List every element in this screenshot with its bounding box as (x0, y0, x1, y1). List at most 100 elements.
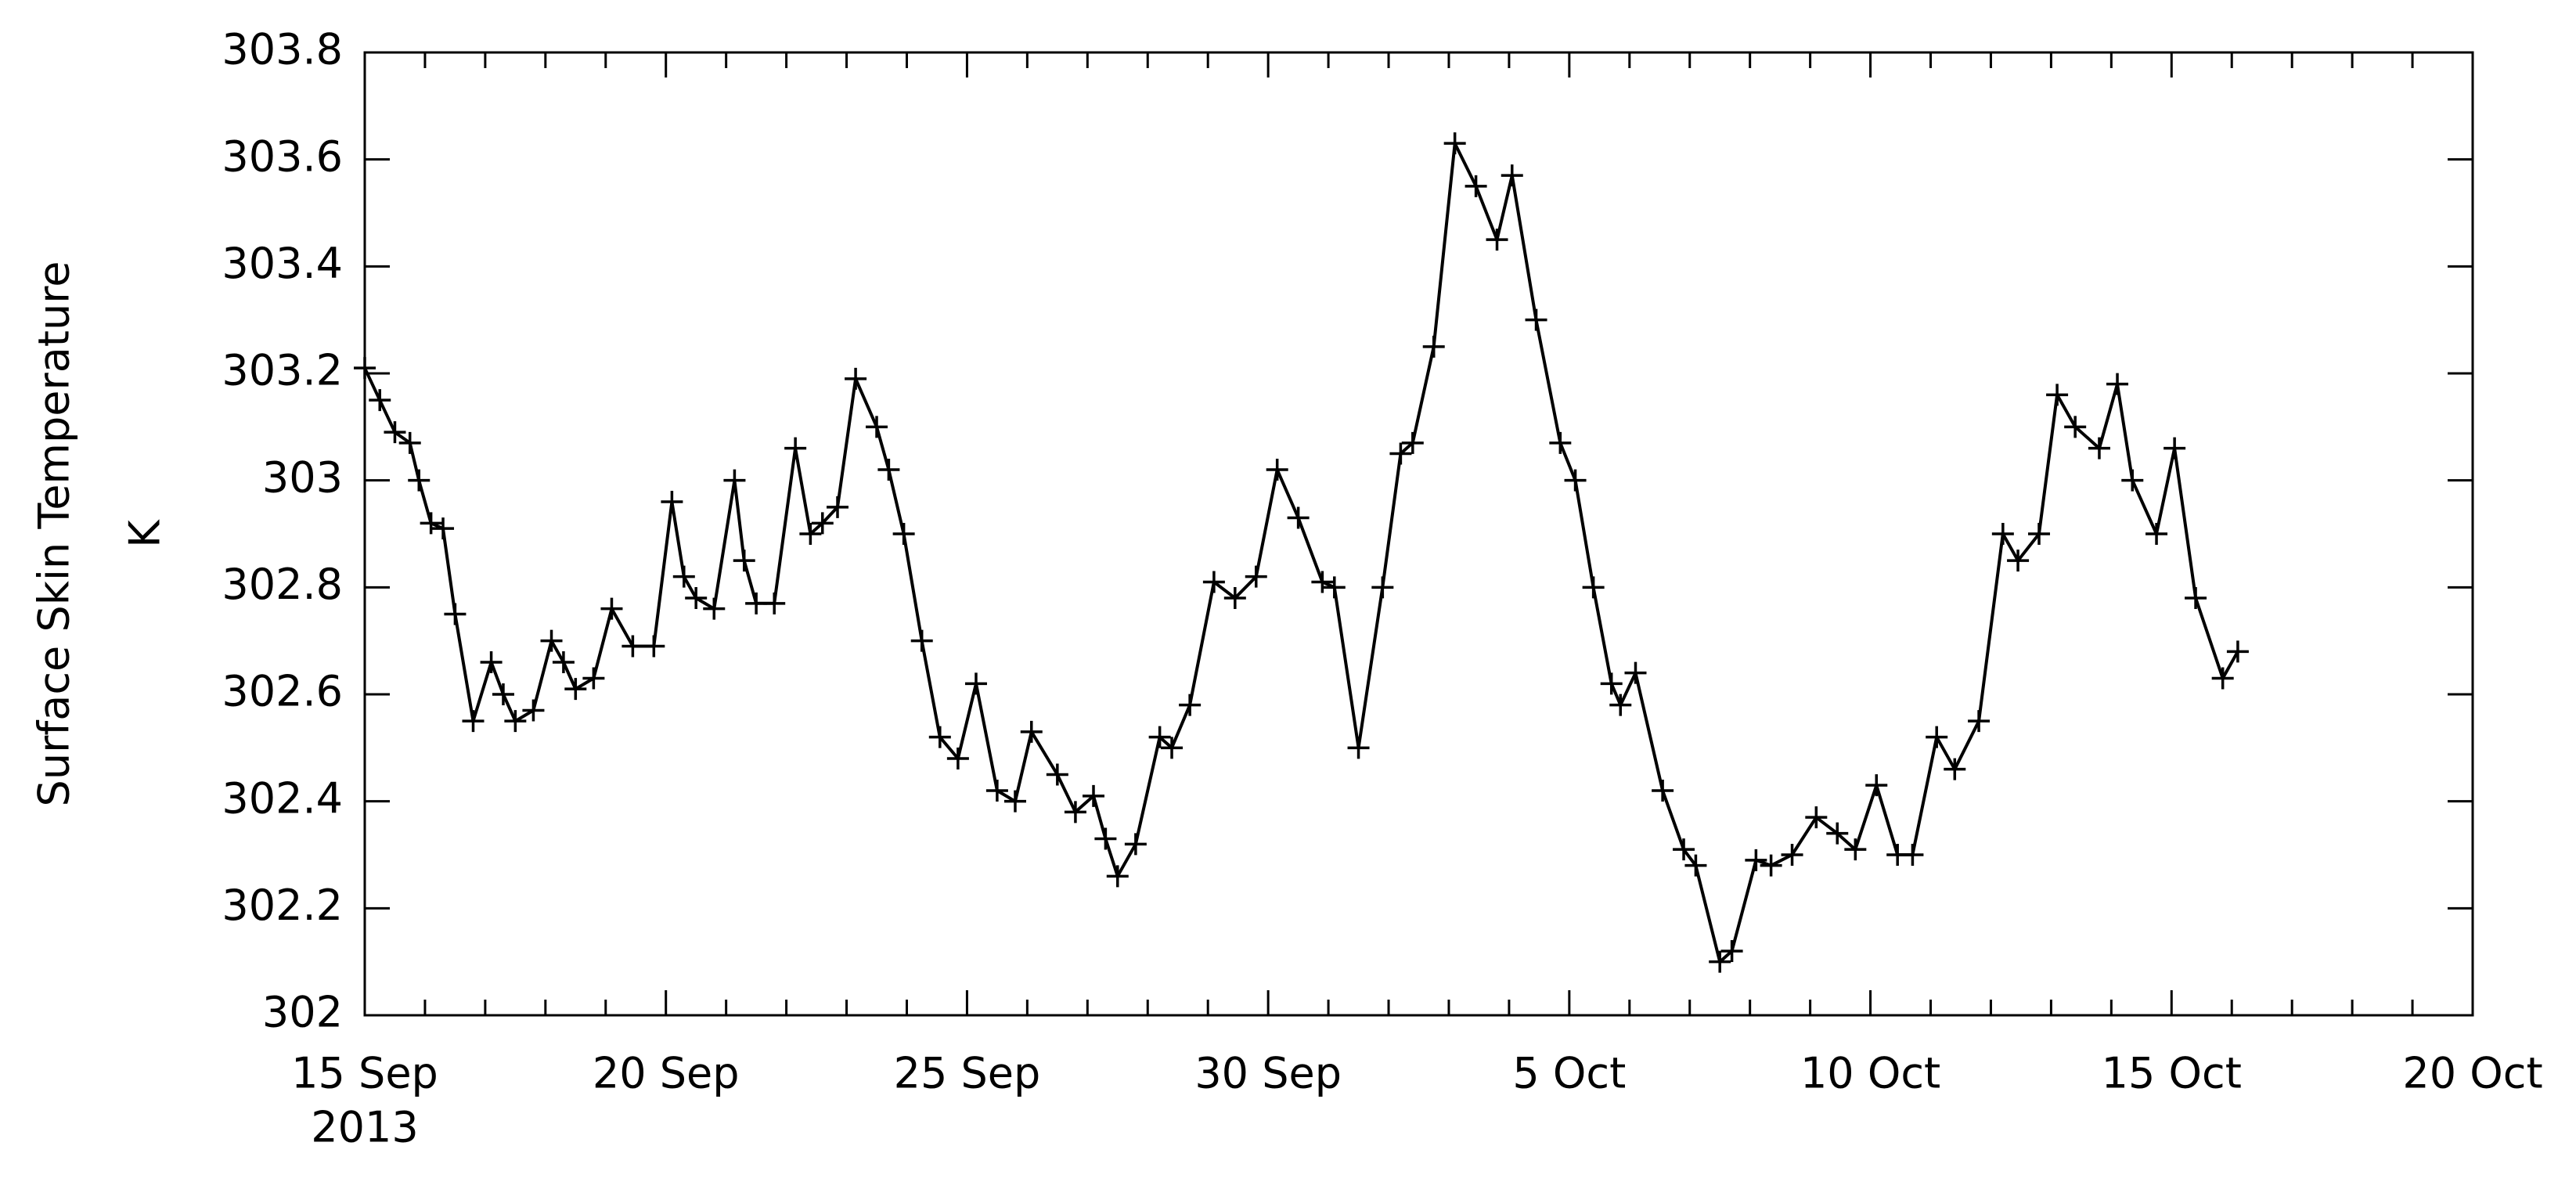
y-tick-label: 302.4 (222, 773, 343, 823)
data-point (1709, 950, 1731, 973)
y-tick-label: 303.8 (222, 25, 343, 74)
data-point (1287, 506, 1310, 529)
data-point (672, 565, 695, 588)
data-point (2007, 550, 2030, 572)
data-point (799, 523, 822, 545)
data-point (1901, 844, 1924, 866)
y-tick-label: 303.2 (222, 346, 343, 395)
data-point (2106, 373, 2129, 395)
data-point (910, 629, 933, 652)
y-tick-label: 303.6 (222, 132, 343, 181)
data-point (1609, 694, 1632, 716)
data-point (1844, 838, 1867, 861)
data-point (1371, 576, 1394, 599)
data-point (1046, 763, 1068, 786)
data-point (1094, 827, 1117, 850)
data-point (1161, 737, 1184, 759)
data-point (964, 672, 987, 695)
data-point (1422, 335, 1445, 358)
data-point (1991, 523, 2014, 545)
data-point (1202, 571, 1225, 593)
data-point (1223, 587, 1246, 609)
data-point (462, 710, 485, 733)
data-point (1745, 849, 1767, 871)
data-point (1083, 784, 1105, 807)
data-point (1148, 726, 1171, 748)
data-point (946, 748, 969, 769)
data-point (685, 587, 708, 609)
data-point (1582, 576, 1605, 599)
data-point (1624, 661, 1647, 684)
data-point (1549, 431, 1572, 454)
data-point (1781, 844, 1803, 866)
data-point (354, 357, 376, 380)
x-tick-label: 10 Oct (1800, 1049, 1940, 1098)
x-tick-label: 25 Sep (894, 1049, 1041, 1098)
data-point (522, 699, 545, 722)
data-point (1020, 720, 1043, 743)
data-point (1760, 854, 1782, 877)
data-point (1600, 672, 1623, 695)
data-point (1465, 175, 1487, 197)
data-point (866, 416, 888, 438)
data-point (1124, 833, 1147, 856)
data-point (1064, 801, 1086, 823)
data-point (1245, 565, 1267, 588)
data-point (480, 651, 503, 673)
data-point (1179, 694, 1202, 716)
x-tick-label: 20 Sep (593, 1049, 740, 1098)
y-axis-label: Surface Skin Temperature (30, 261, 79, 807)
data-point (2088, 437, 2110, 459)
data-point (845, 367, 867, 390)
data-point (1684, 854, 1707, 877)
data-point (1673, 838, 1695, 861)
data-point (2028, 523, 2051, 545)
y-tick-label: 303.4 (222, 239, 343, 288)
x-tick-label: 30 Sep (1194, 1049, 1342, 1098)
data-point (398, 431, 421, 454)
data-point (1652, 780, 1674, 802)
data-point (723, 469, 746, 492)
data-point (1347, 737, 1370, 759)
data-point (827, 496, 848, 518)
data-point (432, 517, 455, 540)
x-tick-label: 15 Oct (2102, 1049, 2242, 1098)
data-point (408, 469, 431, 492)
data-point (1525, 308, 1547, 331)
data-point (784, 437, 807, 459)
y-tick-label: 302.6 (222, 667, 343, 716)
data-point (384, 421, 406, 444)
data-point (1944, 758, 1966, 780)
data-point (1926, 726, 1948, 748)
data-point (492, 683, 514, 705)
x-tick-label: 20 Oct (2402, 1049, 2542, 1098)
data-point (2185, 587, 2207, 609)
data-point (1106, 865, 1129, 888)
data-point (444, 603, 467, 625)
data-point (2121, 469, 2144, 492)
data-point (733, 550, 755, 572)
data-point (2064, 416, 2087, 438)
data-point (1486, 229, 1508, 251)
data-point (2046, 384, 2069, 406)
data-point (2163, 437, 2186, 459)
data-point (1564, 469, 1587, 492)
data-point (2226, 640, 2249, 663)
data-point (1826, 822, 1849, 845)
y-tick-label: 302.2 (222, 881, 343, 930)
data-point (1323, 576, 1346, 599)
data-point (985, 780, 1008, 802)
y-tick-label: 302 (262, 988, 343, 1037)
data-point (621, 635, 644, 658)
data-point (1720, 940, 1743, 962)
data-point (1311, 571, 1334, 593)
data-point (582, 667, 605, 690)
data-point (540, 629, 563, 652)
data-point (564, 678, 587, 701)
data-point (420, 512, 442, 535)
data-point (1805, 806, 1828, 829)
data-point (2145, 523, 2168, 545)
data-point (1266, 459, 1288, 481)
